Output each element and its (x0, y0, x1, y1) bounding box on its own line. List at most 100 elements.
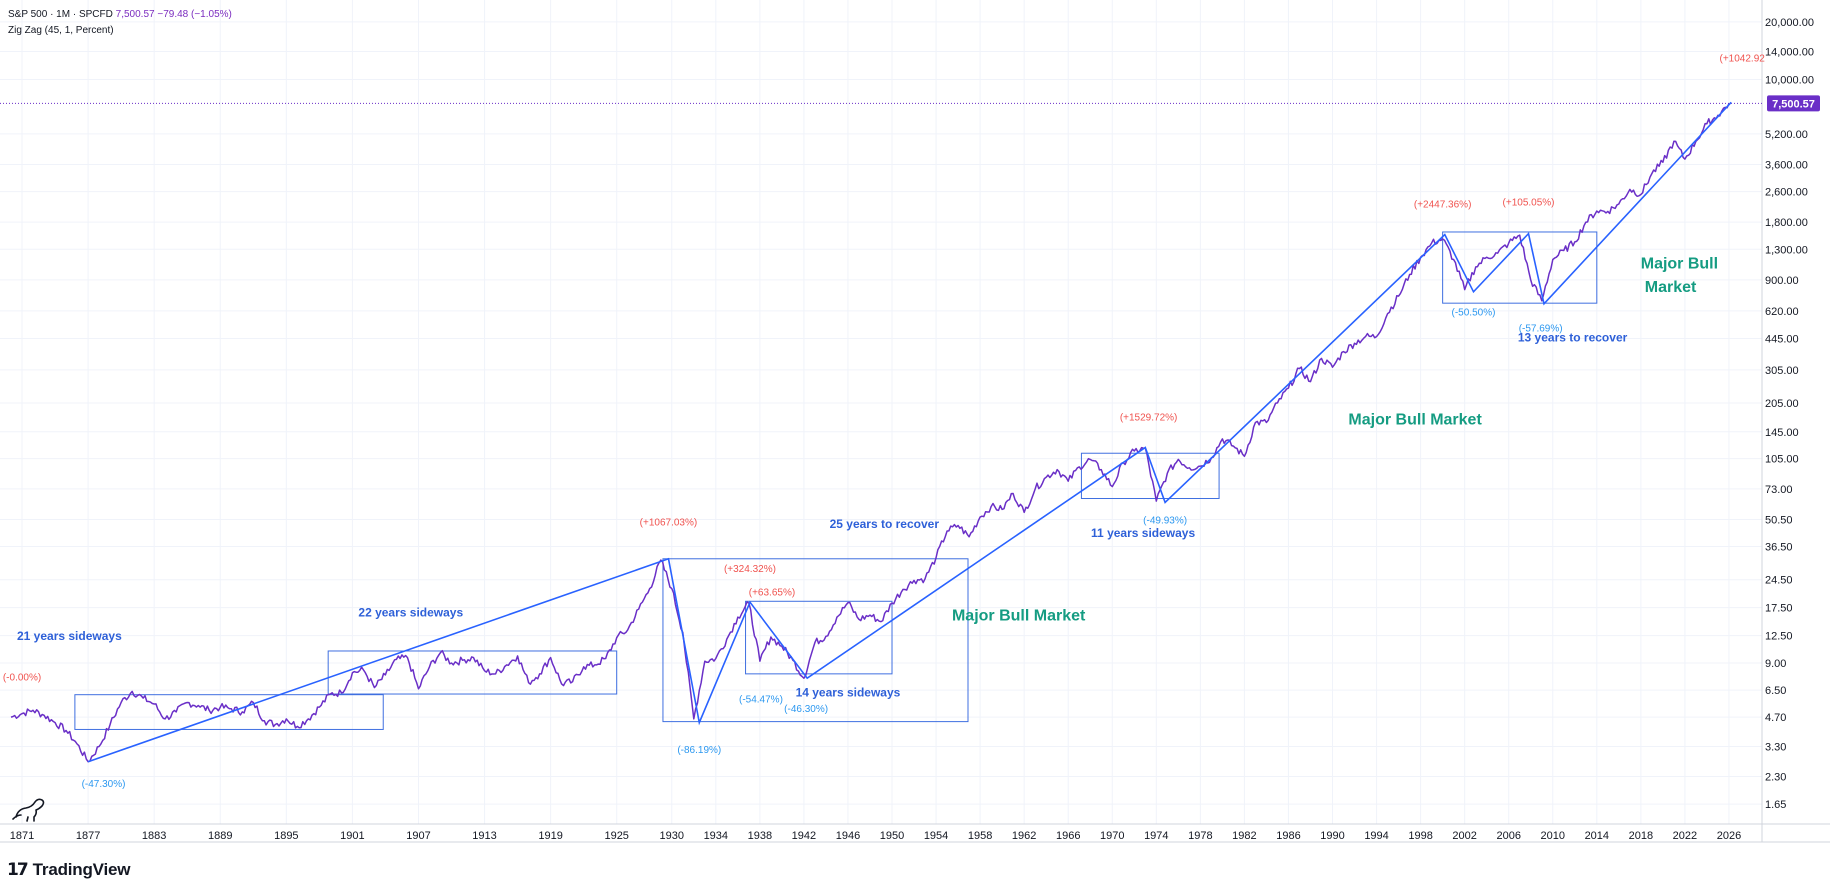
y-tick-label: 2.30 (1765, 772, 1786, 784)
x-tick-label: 1978 (1188, 830, 1212, 842)
x-tick-label: 1925 (604, 830, 628, 842)
x-tick-label: 1934 (704, 830, 728, 842)
range-box (662, 558, 969, 723)
zigzag-line (87, 101, 1732, 763)
indicator-legend[interactable]: Zig Zag (45, 1, Percent) (8, 25, 114, 36)
y-tick-label: 20,000.00 (1765, 17, 1814, 29)
brand-name: TradingView (32, 860, 131, 879)
tradingview-logo[interactable]: 𝟭𝟳 TradingView (7, 860, 131, 880)
y-tick-label: 3.30 (1765, 741, 1786, 753)
x-tick-label: 2018 (1629, 830, 1653, 842)
x-tick-label: 1998 (1408, 830, 1432, 842)
y-tick-label: 145.00 (1765, 427, 1799, 439)
annotation-label: (-0.00%) (3, 672, 41, 683)
x-tick-label: 1982 (1232, 830, 1256, 842)
x-tick-label: 1913 (472, 830, 496, 842)
x-tick-label: 1871 (10, 830, 34, 842)
x-tick-label: 2006 (1496, 830, 1520, 842)
annotation-label: Market (1645, 279, 1697, 296)
y-tick-label: 105.00 (1765, 454, 1799, 466)
x-tick-label: 2010 (1541, 830, 1565, 842)
x-tick-label: 1986 (1276, 830, 1300, 842)
last-value: 7,500.57 (115, 9, 155, 20)
annotation-label: (-54.47%) (739, 694, 783, 705)
annotation-label: 22 years sideways (358, 606, 463, 620)
y-tick-label: 12.50 (1765, 631, 1793, 643)
y-tick-label: 6.50 (1765, 685, 1786, 697)
y-tick-label: 1.65 (1765, 799, 1786, 811)
x-tick-label: 1919 (538, 830, 562, 842)
x-tick-label: 2026 (1717, 830, 1741, 842)
y-tick-label: 14,000.00 (1765, 47, 1814, 59)
annotation-label: (+1529.72%) (1120, 412, 1178, 423)
annotation-label: 14 years sideways (796, 686, 901, 700)
x-tick-label: 1942 (792, 830, 816, 842)
annotation-label: (-46.30%) (784, 704, 828, 715)
x-tick-label: 1883 (142, 830, 166, 842)
x-tick-label: 1950 (880, 830, 904, 842)
x-tick-label: 1954 (924, 830, 948, 842)
annotation-label: (+1067.03%) (640, 517, 698, 528)
y-tick-label: 50.50 (1765, 515, 1793, 527)
range-box (327, 650, 618, 695)
x-tick-label: 1962 (1012, 830, 1036, 842)
x-tick-label: 1990 (1320, 830, 1344, 842)
annotation-label: (+2447.36%) (1414, 199, 1472, 210)
x-tick-label: 1958 (968, 830, 992, 842)
y-tick-label: 2,600.00 (1765, 187, 1808, 199)
annotation-label: (+63.65%) (749, 588, 795, 599)
range-boxes (74, 231, 1598, 730)
x-tick-label: 1895 (274, 830, 298, 842)
last-price-tag: 7,500.57 (1767, 95, 1820, 112)
annotation-label: 11 years sideways (1091, 526, 1195, 540)
y-tick-label: 900.00 (1765, 275, 1799, 287)
chart-frame (0, 0, 1830, 843)
last-price-tag-bg (1767, 95, 1820, 112)
x-tick-label: 1970 (1100, 830, 1124, 842)
annotation-label: (+324.32%) (724, 564, 776, 575)
price-line (10, 103, 1730, 763)
range-box (1442, 231, 1598, 304)
y-tick-label: 73.00 (1765, 484, 1793, 496)
annotation-label: 21 years sideways (17, 629, 122, 643)
y-tick-label: 305.00 (1765, 365, 1799, 377)
x-tick-label: 1994 (1364, 830, 1388, 842)
range-box (745, 600, 893, 675)
annotation-label: 13 years to recover (1518, 330, 1628, 344)
annotation-label: Major Bull (1641, 256, 1718, 273)
annotation-label: (+1042.92 (1720, 54, 1766, 65)
last-price-tag-label: 7,500.57 (1772, 98, 1815, 110)
y-tick-label: 5,200.00 (1765, 129, 1808, 141)
x-tick-label: 1966 (1056, 830, 1080, 842)
annotation-label: (-86.19%) (677, 745, 721, 756)
y-tick-label: 9.00 (1765, 658, 1786, 670)
symbol-name[interactable]: S&P 500 · 1M · SPCFD (8, 9, 113, 20)
x-tick-label: 1974 (1144, 830, 1168, 842)
y-axis[interactable]: 1.65 2.30 3.30 4.70 6.50 9.00 12.50 17.50 24.50 3… (1765, 17, 1814, 811)
y-tick-label: 4.70 (1765, 712, 1786, 724)
annotation-label: 25 years to recover (830, 517, 940, 531)
y-tick-label: 17.50 (1765, 603, 1793, 615)
x-tick-label: 1901 (340, 830, 364, 842)
x-tick-label: 1946 (836, 830, 860, 842)
zigzag-indicator (87, 101, 1732, 763)
range-box (74, 694, 384, 730)
y-tick-label: 620.00 (1765, 306, 1799, 318)
annotation-label: (+105.05%) (1503, 197, 1555, 208)
x-tick-label: 1938 (748, 830, 772, 842)
annotation-label: (-50.50%) (1452, 308, 1496, 319)
annotation-label: (-57.69%) (1519, 323, 1563, 334)
dino-icon[interactable] (12, 798, 45, 822)
x-tick-label: 2022 (1673, 830, 1697, 842)
x-tick-label: 2014 (1585, 830, 1609, 842)
symbol-header: S&P 500 · 1M · SPCFD 7,500.57 −79.48 (−1… (8, 9, 232, 20)
range-box (1080, 452, 1220, 500)
x-axis[interactable]: 1871 1877 1883 1889 1895 1901 1907 1913 1919 1925… (10, 830, 1741, 842)
annotation-label: (-47.30%) (82, 779, 126, 790)
annotation-label: (-49.93%) (1143, 516, 1187, 527)
grid (0, 0, 1762, 824)
y-tick-label: 36.50 (1765, 542, 1793, 554)
tradingview-mark-icon: 𝟭𝟳 (7, 860, 29, 879)
y-tick-label: 445.00 (1765, 333, 1799, 345)
